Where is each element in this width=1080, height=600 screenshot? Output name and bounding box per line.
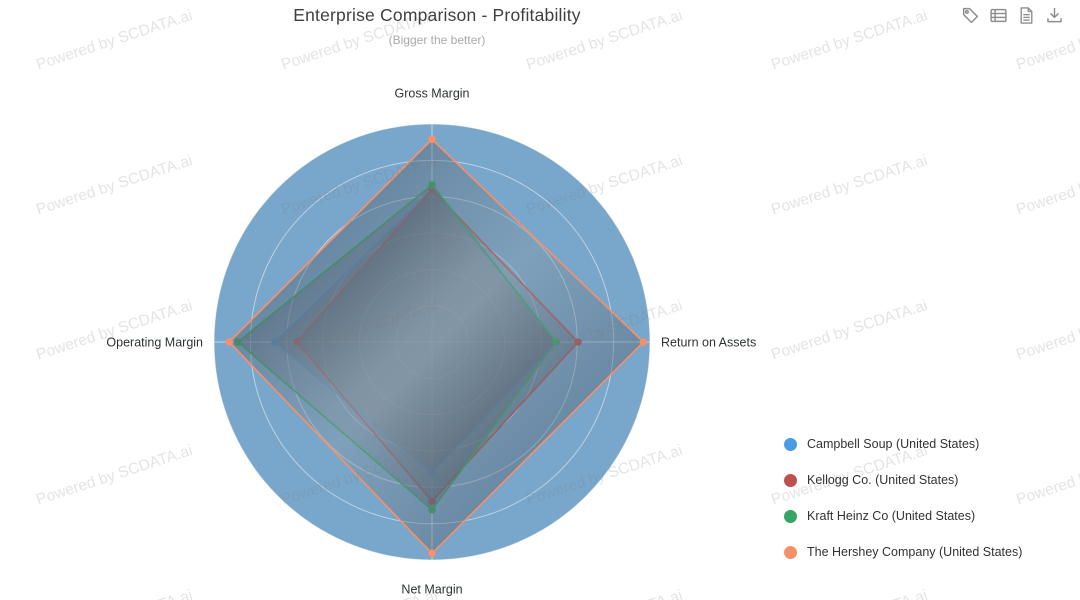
legend-dot bbox=[784, 473, 797, 487]
series-point bbox=[428, 549, 436, 558]
tag-icon[interactable] bbox=[961, 6, 980, 25]
legend-item[interactable]: The Hershey Company (United States) bbox=[784, 538, 1022, 566]
legend-label: Campbell Soup (United States) bbox=[807, 437, 980, 451]
legend-label: Kellogg Co. (United States) bbox=[807, 473, 959, 487]
legend-label: The Hershey Company (United States) bbox=[807, 545, 1023, 559]
legend-dot bbox=[784, 509, 797, 523]
legend-item[interactable]: Kellogg Co. (United States) bbox=[784, 466, 1022, 494]
data-view-icon[interactable] bbox=[989, 6, 1008, 25]
legend-label: Kraft Heinz Co (United States) bbox=[807, 509, 976, 523]
series-point bbox=[428, 135, 436, 144]
series-point bbox=[225, 338, 234, 346]
download-icon[interactable] bbox=[1045, 6, 1064, 25]
axis-label: Net Margin bbox=[401, 582, 462, 596]
axis-label: Operating Margin bbox=[106, 335, 203, 349]
legend-item[interactable]: Kraft Heinz Co (United States) bbox=[784, 502, 1022, 530]
chart-subtitle: (Bigger the better) bbox=[388, 33, 486, 47]
series-point bbox=[639, 338, 648, 346]
title-block: Enterprise Comparison - Profitability (B… bbox=[0, 5, 874, 47]
axis-label: Gross Margin bbox=[394, 86, 469, 100]
legend-dot bbox=[784, 437, 797, 451]
chart-title: Enterprise Comparison - Profitability bbox=[293, 5, 581, 25]
axis-label: Return on Assets bbox=[661, 335, 756, 349]
legend-item[interactable]: Campbell Soup (United States) bbox=[784, 430, 1022, 458]
document-icon[interactable] bbox=[1017, 6, 1036, 25]
legend-dot bbox=[784, 545, 797, 559]
legend: Campbell Soup (United States) Kellogg Co.… bbox=[784, 430, 1022, 574]
toolbar bbox=[961, 6, 1064, 25]
